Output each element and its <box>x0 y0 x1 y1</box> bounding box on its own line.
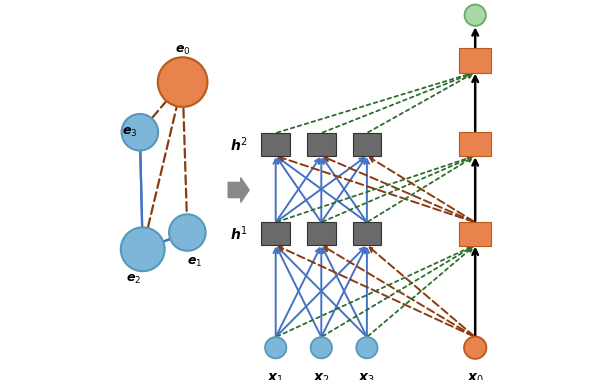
Circle shape <box>158 57 208 107</box>
Circle shape <box>356 337 378 358</box>
Text: $\boldsymbol{x}_{2}$: $\boldsymbol{x}_{2}$ <box>313 372 330 380</box>
FancyBboxPatch shape <box>261 133 290 156</box>
Text: $\boldsymbol{x}_{0}$: $\boldsymbol{x}_{0}$ <box>467 372 484 380</box>
FancyBboxPatch shape <box>352 222 381 245</box>
Circle shape <box>464 5 486 26</box>
FancyBboxPatch shape <box>352 133 381 156</box>
Circle shape <box>121 227 164 271</box>
Text: $\boldsymbol{h}^2$: $\boldsymbol{h}^2$ <box>230 135 247 154</box>
FancyBboxPatch shape <box>459 133 492 157</box>
Circle shape <box>464 337 487 359</box>
FancyBboxPatch shape <box>459 222 492 245</box>
Circle shape <box>169 214 206 251</box>
FancyArrow shape <box>228 178 249 202</box>
Circle shape <box>310 337 332 358</box>
Text: $\boldsymbol{e}_{1}$: $\boldsymbol{e}_{1}$ <box>187 256 203 269</box>
Text: $\boldsymbol{x}_{3}$: $\boldsymbol{x}_{3}$ <box>359 372 375 380</box>
Text: $\boldsymbol{e}_{3}$: $\boldsymbol{e}_{3}$ <box>122 126 137 139</box>
FancyBboxPatch shape <box>459 48 492 73</box>
FancyBboxPatch shape <box>307 222 336 245</box>
Circle shape <box>265 337 286 358</box>
Text: $\boldsymbol{h}^1$: $\boldsymbol{h}^1$ <box>230 225 247 243</box>
FancyBboxPatch shape <box>261 222 290 245</box>
Text: $\boldsymbol{e}_{2}$: $\boldsymbol{e}_{2}$ <box>126 273 141 286</box>
Text: $\boldsymbol{e}_{0}$: $\boldsymbol{e}_{0}$ <box>175 44 190 57</box>
Text: $\boldsymbol{x}_{1}$: $\boldsymbol{x}_{1}$ <box>267 372 284 380</box>
Circle shape <box>121 114 158 150</box>
FancyBboxPatch shape <box>307 133 336 156</box>
